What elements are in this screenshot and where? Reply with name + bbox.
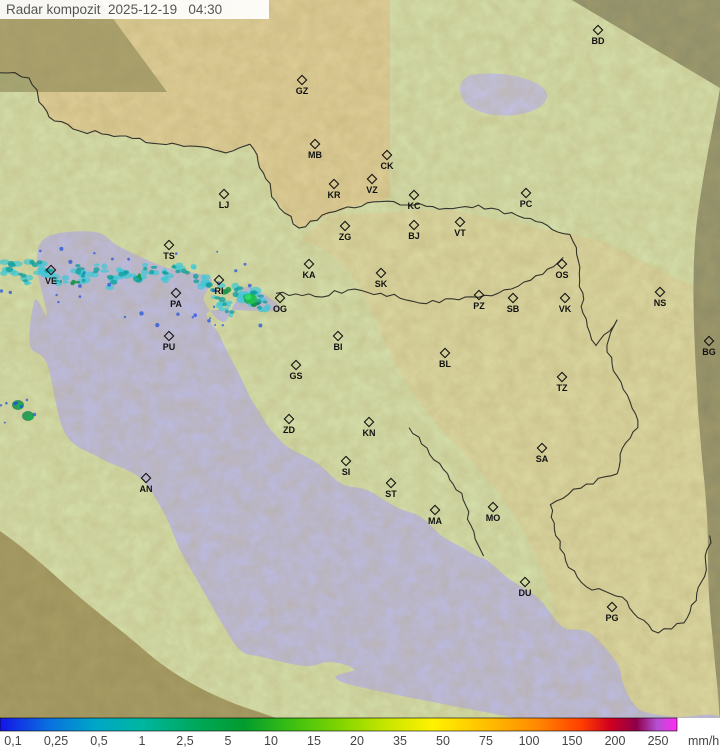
svg-text:SA: SA [536,454,549,464]
svg-text:ZD: ZD [283,425,295,435]
svg-text:250: 250 [648,734,669,748]
svg-text:ST: ST [385,489,397,499]
svg-text:75: 75 [479,734,493,748]
svg-text:Radar kompozit 2025-12-19 0: Radar kompozit 2025-12-19 04:30 [6,2,222,17]
svg-text:VZ: VZ [366,185,378,195]
svg-text:35: 35 [393,734,407,748]
svg-text:BI: BI [334,342,343,352]
svg-text:NS: NS [654,298,667,308]
svg-text:BL: BL [439,359,451,369]
svg-text:RI: RI [215,286,224,296]
svg-text:10: 10 [264,734,278,748]
svg-text:KN: KN [363,428,376,438]
svg-text:0,25: 0,25 [44,734,68,748]
svg-text:PC: PC [520,199,533,209]
svg-text:MB: MB [308,150,322,160]
svg-text:KA: KA [303,270,316,280]
svg-text:SK: SK [375,279,388,289]
svg-text:150: 150 [562,734,583,748]
svg-text:1: 1 [139,734,146,748]
svg-text:VE: VE [45,276,57,286]
svg-text:ZG: ZG [339,232,352,242]
svg-text:GZ: GZ [296,86,309,96]
svg-text:5: 5 [225,734,232,748]
svg-text:MA: MA [428,516,442,526]
svg-text:2,5: 2,5 [176,734,193,748]
svg-text:TZ: TZ [557,383,568,393]
svg-text:DU: DU [519,588,532,598]
svg-text:BG: BG [702,347,716,357]
svg-text:SB: SB [507,304,520,314]
svg-text:OS: OS [555,270,568,280]
svg-text:PG: PG [605,613,618,623]
svg-text:50: 50 [436,734,450,748]
svg-text:GS: GS [289,371,302,381]
svg-text:mm/h: mm/h [688,734,719,748]
svg-text:OG: OG [273,304,287,314]
svg-text:BD: BD [592,36,605,46]
svg-text:100: 100 [519,734,540,748]
svg-text:PU: PU [163,342,176,352]
svg-text:CK: CK [381,161,394,171]
svg-text:LJ: LJ [219,200,230,210]
svg-text:TS: TS [163,251,175,261]
svg-text:KR: KR [328,190,341,200]
svg-text:0,1: 0,1 [4,734,21,748]
svg-text:15: 15 [307,734,321,748]
svg-text:20: 20 [350,734,364,748]
svg-text:VT: VT [454,228,466,238]
svg-text:VK: VK [559,304,572,314]
svg-text:AN: AN [140,484,153,494]
svg-text:PA: PA [170,299,182,309]
svg-text:0,5: 0,5 [90,734,107,748]
svg-text:KC: KC [408,201,421,211]
svg-text:PZ: PZ [473,301,485,311]
svg-text:SI: SI [342,467,351,477]
svg-text:MO: MO [486,513,501,523]
svg-text:BJ: BJ [408,231,420,241]
svg-text:200: 200 [605,734,626,748]
